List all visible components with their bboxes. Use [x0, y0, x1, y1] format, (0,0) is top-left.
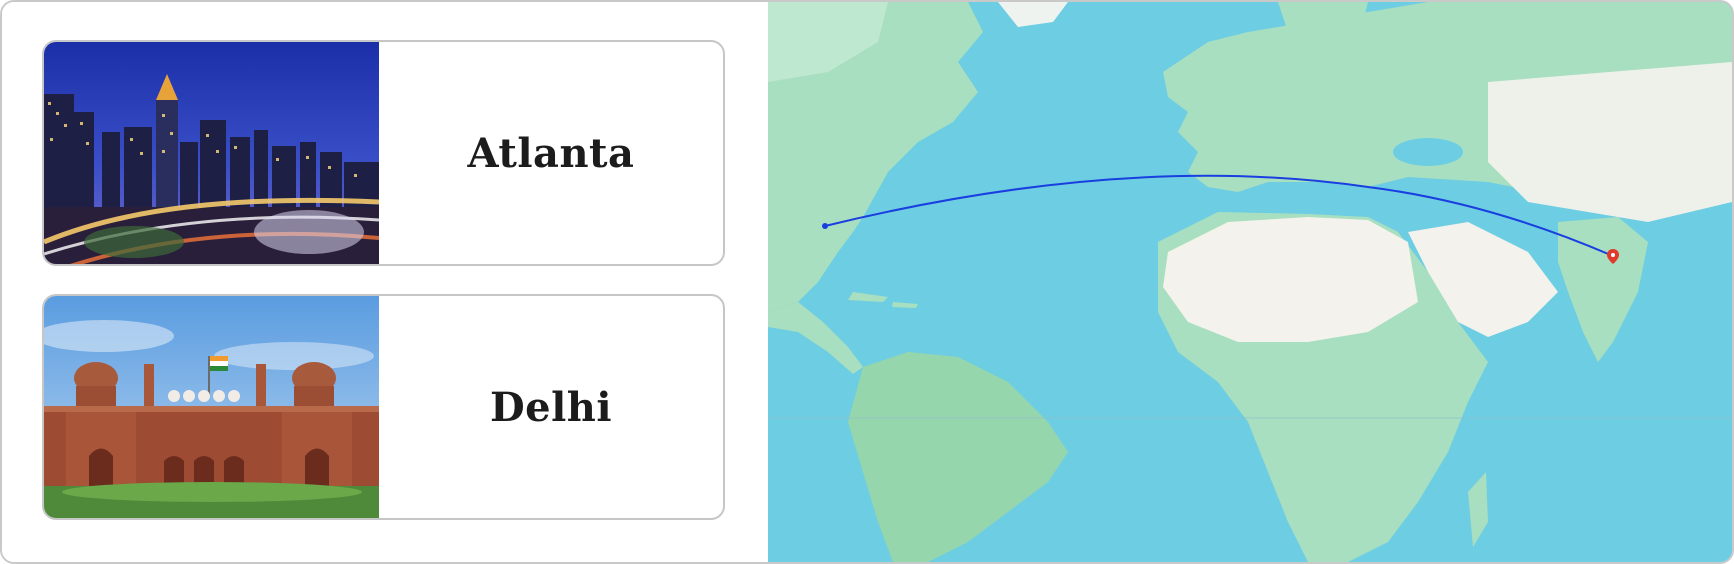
- route-line: [824, 174, 1614, 257]
- south-america-landmass: [848, 352, 1068, 562]
- city-card-delhi[interactable]: Delhi: [42, 294, 725, 520]
- atlanta-skyline-photo: [44, 42, 379, 264]
- route-map[interactable]: [768, 2, 1732, 562]
- red-fort-photo: [44, 296, 379, 518]
- origin-marker: [822, 223, 828, 229]
- city-cards-panel: Atlanta: [2, 2, 768, 562]
- city-name-delhi: Delhi: [489, 383, 613, 431]
- north-america-landmass: [768, 2, 983, 312]
- city-card-atlanta[interactable]: Atlanta: [42, 40, 725, 266]
- city-name-atlanta: Atlanta: [467, 129, 635, 177]
